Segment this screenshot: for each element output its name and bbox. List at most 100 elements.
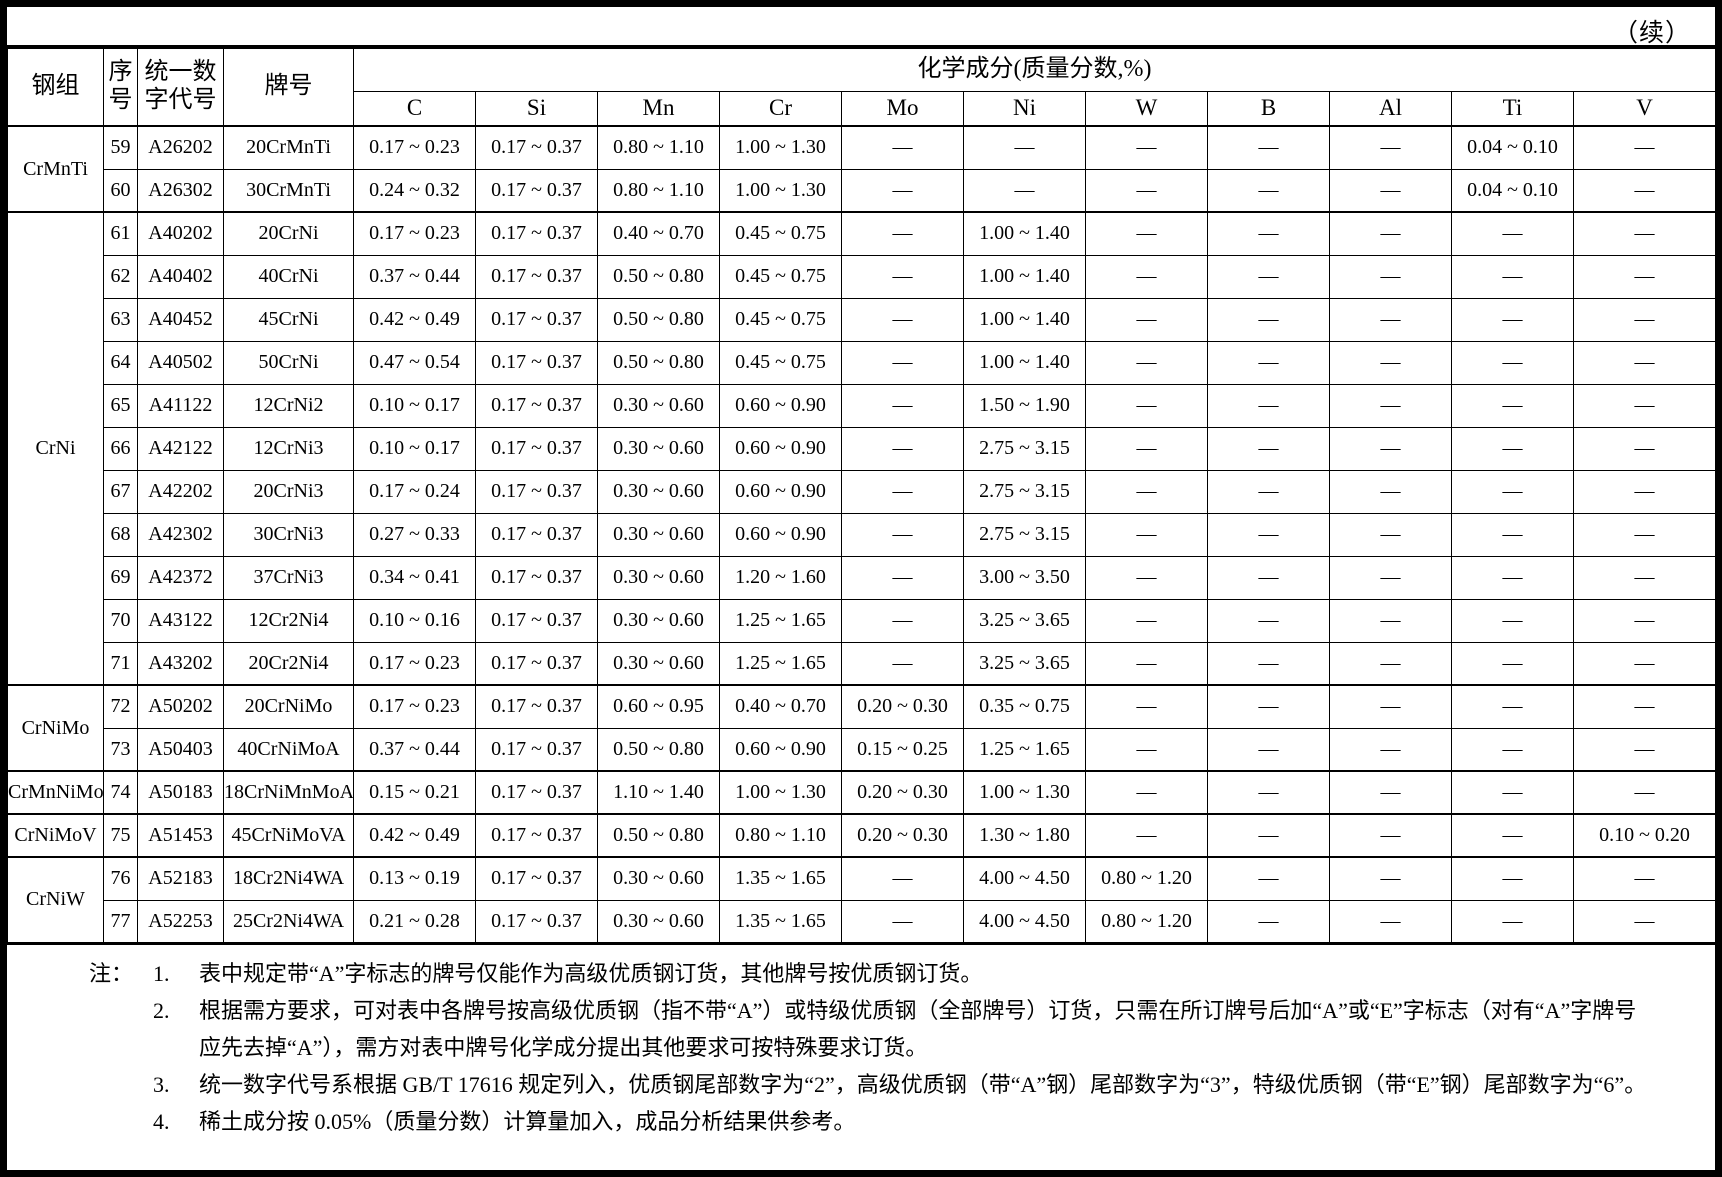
value-ni: — <box>963 168 1086 213</box>
value-c: 0.10 ~ 0.17 <box>353 426 476 471</box>
grade-designation: 25Cr2Ni4WA <box>223 899 354 944</box>
note-4-text: 稀土成分按 0.05%（质量分数）计算量加入，成品分析结果供参考。 <box>199 1108 856 1134</box>
grade-designation: 18CrNiMnMoA <box>223 770 354 815</box>
value-ti: — <box>1451 426 1574 471</box>
value-ni: 2.75 ~ 3.15 <box>963 426 1086 471</box>
header-grade: 牌号 <box>223 46 354 127</box>
note-2-number: 2. <box>153 997 170 1023</box>
value-ni: 4.00 ~ 4.50 <box>963 856 1086 901</box>
value-w: — <box>1085 555 1208 600</box>
notes-section: 注： 1. 表中规定带“A”字标志的牌号仅能作为高级优质钢订货，其他牌号按优质钢… <box>89 955 1705 1140</box>
value-mo: — <box>841 856 964 901</box>
value-v: — <box>1572 727 1715 772</box>
steel-group-CrNiMo: CrNiMo <box>7 684 104 772</box>
row-number: 66 <box>103 426 138 471</box>
value-b: — <box>1207 125 1330 170</box>
value-v: — <box>1572 426 1715 471</box>
value-ni: 3.25 ~ 3.65 <box>963 641 1086 686</box>
grade-designation: 30CrNi3 <box>223 512 354 557</box>
row-number: 75 <box>103 813 138 858</box>
grade-designation: 20CrMnTi <box>223 125 354 170</box>
element-header-v: V <box>1572 90 1715 127</box>
grade-designation: 12CrNi3 <box>223 426 354 471</box>
value-al: — <box>1329 598 1452 643</box>
value-ni: 2.75 ~ 3.15 <box>963 512 1086 557</box>
value-al: — <box>1329 211 1452 256</box>
value-b: — <box>1207 598 1330 643</box>
steel-group-CrMnNiMo: CrMnNiMo <box>7 770 104 815</box>
value-w: 0.80 ~ 1.20 <box>1085 899 1208 944</box>
value-si: 0.17 ~ 0.37 <box>475 770 598 815</box>
value-mo: — <box>841 641 964 686</box>
value-si: 0.17 ~ 0.37 <box>475 469 598 514</box>
grade-designation: 12CrNi2 <box>223 383 354 428</box>
value-cr: 0.40 ~ 0.70 <box>719 684 842 729</box>
value-ni: 1.30 ~ 1.80 <box>963 813 1086 858</box>
table-row-66: 66 A42122 12CrNi3 0.10 ~ 0.17 0.17 ~ 0.37 0.3… <box>8 426 1715 471</box>
value-mo: 0.15 ~ 0.25 <box>841 727 964 772</box>
value-w: — <box>1085 211 1208 256</box>
row-number: 74 <box>103 770 138 815</box>
grade-designation: 20Cr2Ni4 <box>223 641 354 686</box>
value-ti: — <box>1451 641 1574 686</box>
value-ni: 4.00 ~ 4.50 <box>963 899 1086 944</box>
value-cr: 0.45 ~ 0.75 <box>719 340 842 385</box>
value-cr: 1.35 ~ 1.65 <box>719 856 842 901</box>
table-row-71: 71 A43202 20Cr2Ni4 0.17 ~ 0.23 0.17 ~ 0.37 0.… <box>8 641 1715 686</box>
value-ni: 3.00 ~ 3.50 <box>963 555 1086 600</box>
unified-code: A52183 <box>137 856 224 901</box>
table-row-72: CrNiMo 72 A50202 20CrNiMo 0.17 ~ 0.23 0.17 ~ … <box>7 684 1715 772</box>
value-ti: — <box>1451 598 1574 643</box>
table-row-63: 63 A40452 45CrNi 0.42 ~ 0.49 0.17 ~ 0.37 0.50… <box>8 297 1715 342</box>
element-header-b: B <box>1207 90 1330 127</box>
row-number: 67 <box>103 469 138 514</box>
composition-table: 钢组 序号 统一数字代号 牌号 化学成分(质量分数,%) C Si Mn Cr Mo Ni… <box>7 45 1715 945</box>
note-1-text: 表中规定带“A”字标志的牌号仅能作为高级优质钢订货，其他牌号按优质钢订货。 <box>199 960 983 986</box>
value-mn: 0.30 ~ 0.60 <box>597 598 720 643</box>
row-number: 65 <box>103 383 138 428</box>
value-cr: 0.45 ~ 0.75 <box>719 254 842 299</box>
value-al: — <box>1329 383 1452 428</box>
value-c: 0.24 ~ 0.32 <box>353 168 476 213</box>
header-index: 序号 <box>103 46 138 127</box>
value-mo: — <box>841 899 964 944</box>
value-v: — <box>1572 555 1715 600</box>
value-mn: 0.80 ~ 1.10 <box>597 168 720 213</box>
table-row-77: 77 A52253 25Cr2Ni4WA 0.21 ~ 0.28 0.17 ~ 0.37… <box>8 899 1715 944</box>
value-mo: — <box>841 555 964 600</box>
grade-designation: 12Cr2Ni4 <box>223 598 354 643</box>
value-mo: — <box>841 512 964 557</box>
value-c: 0.42 ~ 0.49 <box>353 813 476 858</box>
value-v: — <box>1572 297 1715 342</box>
grade-designation: 40CrNi <box>223 254 354 299</box>
value-w: 0.80 ~ 1.20 <box>1085 856 1208 901</box>
value-mo: — <box>841 168 964 213</box>
element-header-ni: Ni <box>963 90 1086 127</box>
value-c: 0.42 ~ 0.49 <box>353 297 476 342</box>
grade-designation: 30CrMnTi <box>223 168 354 213</box>
value-cr: 0.45 ~ 0.75 <box>719 211 842 256</box>
value-ni: 1.00 ~ 1.40 <box>963 254 1086 299</box>
value-w: — <box>1085 770 1208 815</box>
value-si: 0.17 ~ 0.37 <box>475 211 598 256</box>
element-header-si: Si <box>475 90 598 127</box>
element-header-ti: Ti <box>1451 90 1574 127</box>
value-si: 0.17 ~ 0.37 <box>475 512 598 557</box>
value-ti: — <box>1451 383 1574 428</box>
row-number: 76 <box>103 856 138 901</box>
value-ti: — <box>1451 684 1574 729</box>
unified-code: A50202 <box>137 684 224 729</box>
value-mn: 0.80 ~ 1.10 <box>597 125 720 170</box>
value-b: — <box>1207 297 1330 342</box>
value-w: — <box>1085 598 1208 643</box>
value-al: — <box>1329 813 1452 858</box>
value-si: 0.17 ~ 0.37 <box>475 856 598 901</box>
value-si: 0.17 ~ 0.37 <box>475 899 598 944</box>
value-b: — <box>1207 727 1330 772</box>
grade-designation: 20CrNi <box>223 211 354 256</box>
note-3-text: 统一数字代号系根据 GB/T 17616 规定列入，优质钢尾部数字为“2”，高级… <box>199 1071 1647 1097</box>
value-mn: 0.50 ~ 0.80 <box>597 727 720 772</box>
value-b: — <box>1207 512 1330 557</box>
value-mn: 0.40 ~ 0.70 <box>597 211 720 256</box>
